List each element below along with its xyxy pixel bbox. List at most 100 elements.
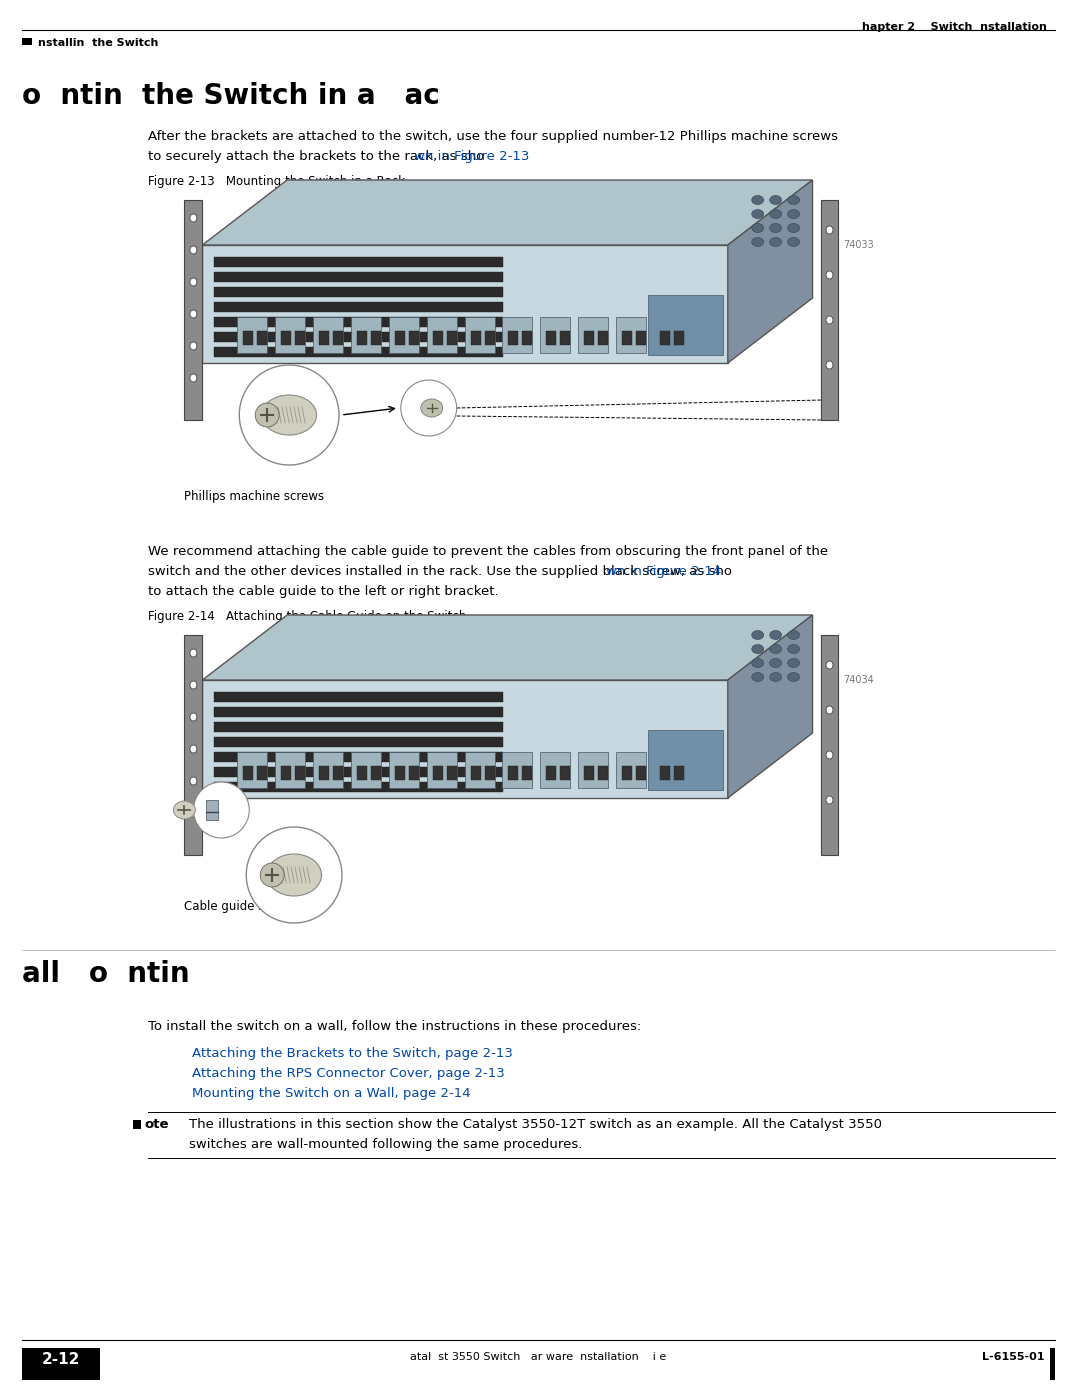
Ellipse shape [826,661,833,669]
Bar [408,331,419,345]
Bar [408,766,419,780]
Ellipse shape [770,237,782,246]
Text: Figure 2-13   Mounting the Switch in a Rack: Figure 2-13 Mounting the Switch in a Rac… [148,175,405,189]
Bar [214,782,503,792]
Bar [185,200,202,420]
Ellipse shape [787,196,799,204]
Ellipse shape [826,271,833,279]
Bar [447,766,457,780]
Bar [471,766,481,780]
Bar [319,331,329,345]
Ellipse shape [190,650,197,657]
Bar [214,302,503,312]
Bar [654,317,684,353]
Ellipse shape [826,360,833,369]
Bar [546,331,556,345]
Ellipse shape [190,712,197,721]
Ellipse shape [770,672,782,682]
Bar [313,317,343,353]
Circle shape [240,365,339,465]
Bar [509,766,518,780]
Ellipse shape [190,246,197,254]
Bar [214,738,503,747]
Bar [202,680,728,798]
Ellipse shape [826,796,833,805]
Bar [485,331,495,345]
Bar [427,752,457,788]
Bar [22,38,32,45]
Circle shape [193,782,249,838]
Bar [281,766,292,780]
Polygon shape [202,615,812,680]
Bar [617,752,646,788]
Ellipse shape [752,672,764,682]
Ellipse shape [174,800,195,819]
Ellipse shape [826,705,833,714]
Bar [395,331,405,345]
Text: to securely attach the brackets to the rack, as sho: to securely attach the brackets to the r… [148,149,484,163]
Bar [313,752,343,788]
Bar [561,331,570,345]
Bar [295,331,305,345]
Ellipse shape [787,210,799,218]
Text: Cable guide screw: Cable guide screw [185,900,293,914]
Ellipse shape [770,210,782,218]
Bar [22,1348,99,1380]
Ellipse shape [752,196,764,204]
Bar [617,317,646,353]
Text: L-6155-01: L-6155-01 [983,1352,1044,1362]
Ellipse shape [752,630,764,640]
Text: hapter 2    Switch  nstallation: hapter 2 Switch nstallation [862,22,1047,32]
Circle shape [255,402,279,427]
Bar [821,200,838,420]
Circle shape [260,863,284,887]
Bar [214,272,503,282]
Text: wn in Figure 2-13: wn in Figure 2-13 [415,149,530,163]
Bar [333,766,343,780]
Bar [257,766,267,780]
Text: After the brackets are attached to the switch, use the four supplied number-12 P: After the brackets are attached to the s… [148,130,838,142]
Bar [546,766,556,780]
Bar [333,331,343,345]
Bar [214,752,503,761]
Text: 2-12: 2-12 [42,1352,80,1368]
Text: switches are wall-mounted following the same procedures.: switches are wall-mounted following the … [189,1139,583,1151]
Text: to attach the cable guide to the left or right bracket.: to attach the cable guide to the left or… [148,585,498,598]
Text: atal  st 3550 Switch   ar ware  nstallation    i e: atal st 3550 Switch ar ware nstallation … [410,1352,666,1362]
Ellipse shape [190,214,197,222]
Ellipse shape [267,854,322,895]
Ellipse shape [826,226,833,235]
Bar [351,752,381,788]
Bar [622,331,632,345]
Bar [257,331,267,345]
Bar [636,766,646,780]
Ellipse shape [190,310,197,319]
Ellipse shape [787,644,799,654]
Bar [584,331,594,345]
Text: Figure 2-14   Attaching the Cable Guide on the Switch: Figure 2-14 Attaching the Cable Guide on… [148,610,465,623]
Bar [447,331,457,345]
Bar [509,331,518,345]
Bar [1050,1348,1055,1380]
Bar [674,766,684,780]
Ellipse shape [787,237,799,246]
Bar [281,331,292,345]
Ellipse shape [770,630,782,640]
Ellipse shape [190,777,197,785]
Text: We recommend attaching the cable guide to prevent the cables from obscuring the : We recommend attaching the cable guide t… [148,545,827,557]
Ellipse shape [190,374,197,381]
Ellipse shape [190,278,197,286]
Bar [427,317,457,353]
Text: Attaching the RPS Connector Cover, page 2-13: Attaching the RPS Connector Cover, page … [192,1067,505,1080]
Ellipse shape [826,752,833,759]
Bar [389,752,419,788]
Bar [433,331,443,345]
Circle shape [401,380,457,436]
Bar [214,257,503,267]
Bar [540,317,570,353]
Ellipse shape [190,680,197,689]
Polygon shape [728,180,812,363]
Bar [598,766,608,780]
Bar [214,692,503,703]
Bar [370,331,381,345]
